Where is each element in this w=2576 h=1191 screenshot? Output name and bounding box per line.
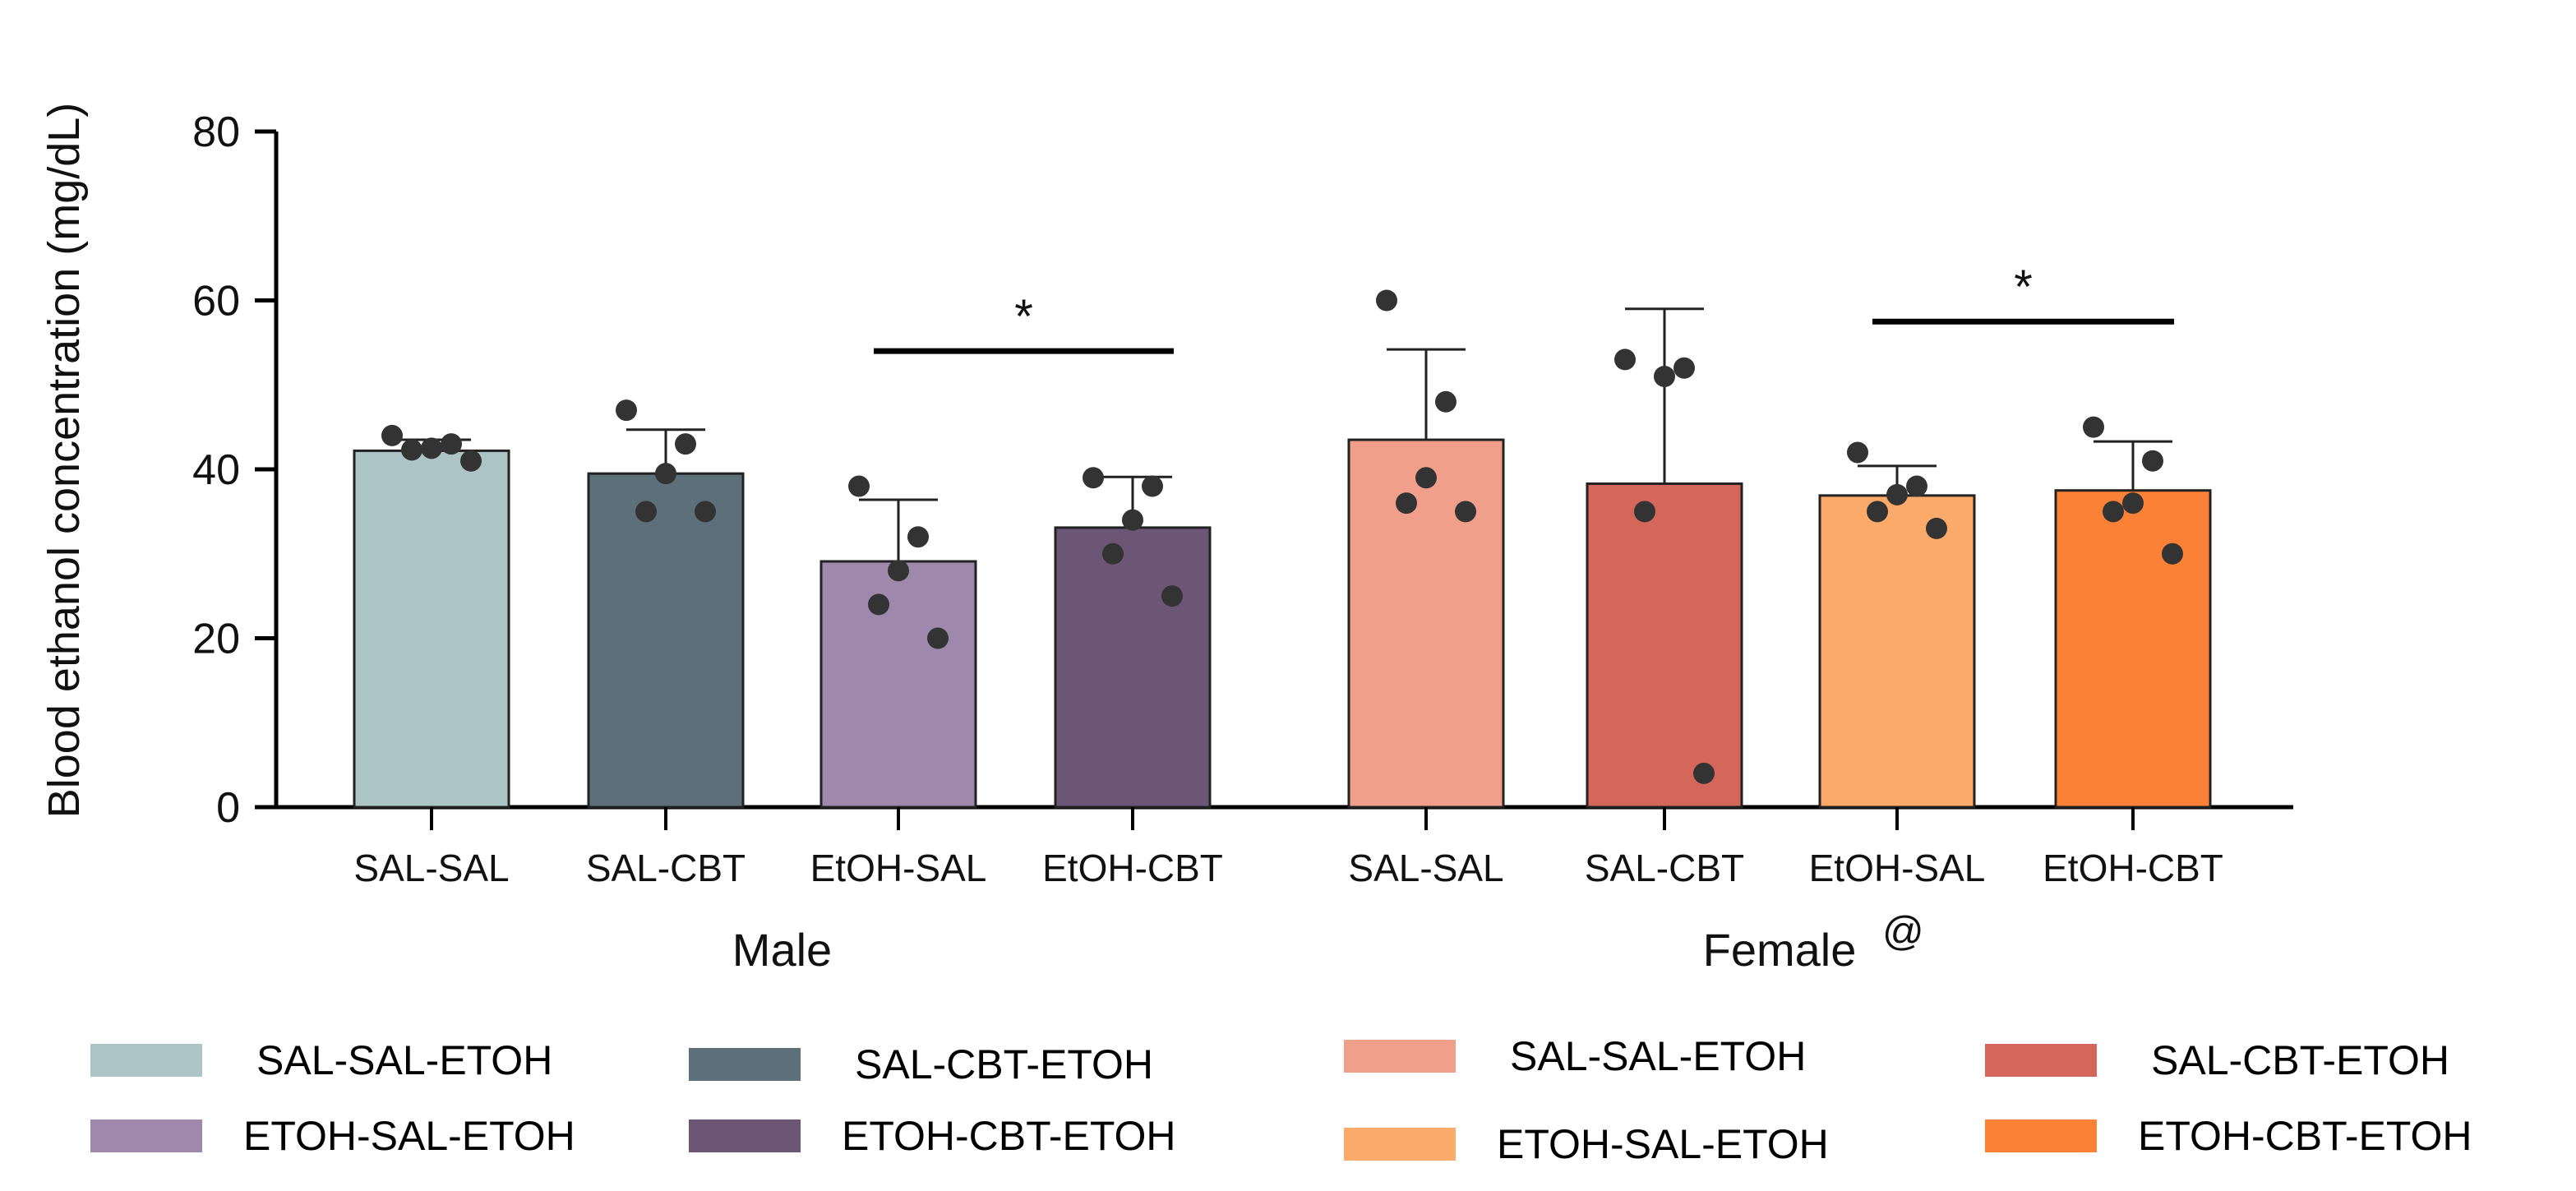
data-point (1142, 475, 1163, 497)
data-point (2162, 542, 2183, 565)
data-point (1673, 357, 1695, 379)
group-annotation: @ (1882, 908, 1924, 954)
data-point (927, 627, 949, 649)
data-point (1847, 441, 1868, 464)
data-point (888, 560, 909, 582)
data-point (1455, 501, 1476, 523)
data-point (1435, 390, 1457, 413)
bar (2054, 489, 2212, 809)
data-point (1906, 475, 1927, 497)
data-point (1102, 542, 1124, 565)
data-point (1415, 467, 1437, 489)
data-point (635, 501, 657, 523)
data-point (695, 501, 716, 523)
bar (1818, 494, 1976, 809)
data-point (1614, 349, 1636, 371)
group-label: Male (732, 924, 832, 976)
data-point (675, 433, 696, 455)
bar (353, 449, 510, 809)
data-point (401, 439, 422, 461)
x-tick-label: EtOH-CBT (1042, 847, 1223, 889)
significance-star: * (2014, 261, 2033, 314)
significance-star: * (1014, 290, 1033, 344)
data-point (2122, 492, 2144, 515)
x-tick-label: EtOH-SAL (1809, 847, 1986, 889)
data-point (907, 526, 929, 548)
x-tick-label: EtOH-SAL (810, 847, 987, 889)
data-point (868, 593, 889, 616)
data-point (848, 475, 870, 497)
data-point (616, 399, 637, 422)
data-point (1122, 509, 1143, 531)
bar (1586, 482, 1743, 809)
group-label: Female (1703, 924, 1857, 976)
data-point (2083, 416, 2104, 438)
bar (1054, 526, 1212, 809)
y-tick-label: 60 (192, 278, 240, 325)
data-point (1376, 289, 1397, 312)
x-tick-label: SAL-CBT (1585, 847, 1744, 889)
data-point (1886, 483, 1908, 505)
data-point (421, 437, 442, 459)
y-tick-label: 40 (192, 446, 240, 494)
y-tick-label: 80 (192, 108, 240, 156)
data-point (2103, 501, 2124, 523)
y-axis-label: Blood ethanol concentration (mg/dL) (39, 103, 89, 819)
data-point (1634, 501, 1655, 523)
data-point (1693, 762, 1715, 784)
bar (1347, 438, 1505, 809)
data-point (381, 424, 403, 446)
data-point (1083, 467, 1104, 489)
data-point (460, 450, 482, 472)
y-tick-label: 20 (192, 616, 240, 663)
data-point (1654, 365, 1675, 387)
data-point (1926, 517, 1947, 539)
data-point (441, 433, 462, 455)
data-point (1396, 492, 1417, 515)
data-point (2142, 450, 2163, 472)
x-tick-label: SAL-SAL (353, 847, 509, 889)
data-point (1867, 501, 1888, 523)
x-tick-label: EtOH-CBT (2043, 847, 2223, 889)
x-tick-label: SAL-SAL (1348, 847, 1503, 889)
data-point (655, 463, 676, 485)
bar (819, 560, 977, 809)
y-tick-label: 0 (216, 784, 240, 832)
data-point (1161, 585, 1183, 607)
bar (587, 472, 745, 809)
x-tick-label: SAL-CBT (586, 847, 746, 889)
